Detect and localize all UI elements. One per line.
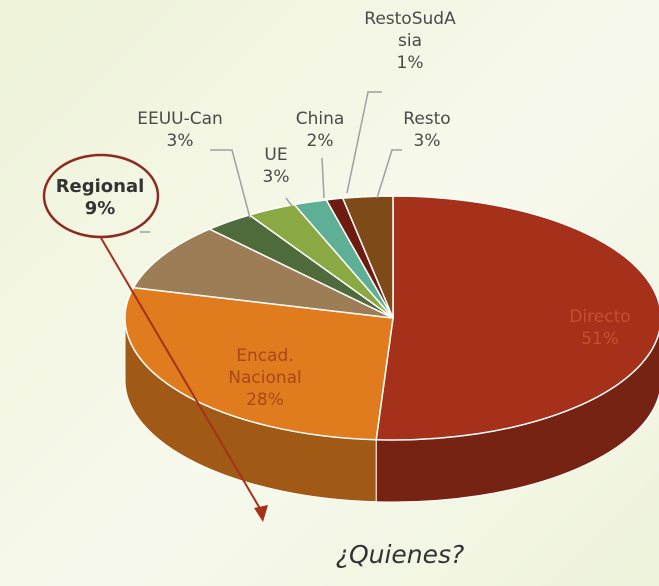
label-name: UE	[264, 145, 288, 165]
label-name: Resto	[403, 109, 451, 129]
label-name: EEUU-Can	[137, 109, 223, 129]
label-value: 1%	[396, 53, 424, 73]
slice-label: RestoSudAsia 1%	[364, 8, 456, 74]
leader-line	[321, 157, 325, 199]
slice-label: China 2%	[296, 108, 345, 152]
slice	[341, 195, 394, 319]
leader-line	[210, 149, 251, 219]
slice	[132, 228, 394, 319]
highlight-circle	[42, 153, 160, 239]
slice	[375, 195, 659, 441]
label-value: 3%	[166, 131, 194, 151]
label-value: 3%	[413, 131, 441, 151]
pie	[124, 195, 659, 503]
leader-line	[376, 149, 402, 199]
slice-label: Resto 3%	[403, 108, 450, 152]
label-value: 28%	[246, 390, 284, 410]
label-value: 2%	[306, 131, 334, 151]
leader-line	[346, 91, 382, 194]
label-name: Regional	[55, 176, 145, 197]
slice-label: Directo 51%	[569, 306, 630, 350]
label-name: Encad. Nacional	[228, 346, 302, 388]
label-value: 51%	[581, 329, 619, 349]
label-name: RestoSudAsia	[364, 9, 456, 51]
slice-label: Regional 9%	[56, 176, 145, 220]
arrow-head	[254, 505, 268, 522]
annotation: ¿Quienes?	[335, 540, 465, 569]
label-value: 3%	[262, 167, 290, 187]
arrow-line	[100, 237, 263, 513]
slice	[124, 286, 394, 441]
label-value: 9%	[84, 198, 116, 219]
label-name: China	[295, 109, 345, 129]
slice-label: EEUU-Can 3%	[137, 108, 223, 152]
leader-line	[285, 197, 293, 207]
slice-label: Encad. Nacional 28%	[215, 345, 315, 411]
leader-lines	[140, 91, 402, 233]
slice-label: UE 3%	[263, 144, 290, 188]
label-name: Directo	[569, 307, 631, 327]
